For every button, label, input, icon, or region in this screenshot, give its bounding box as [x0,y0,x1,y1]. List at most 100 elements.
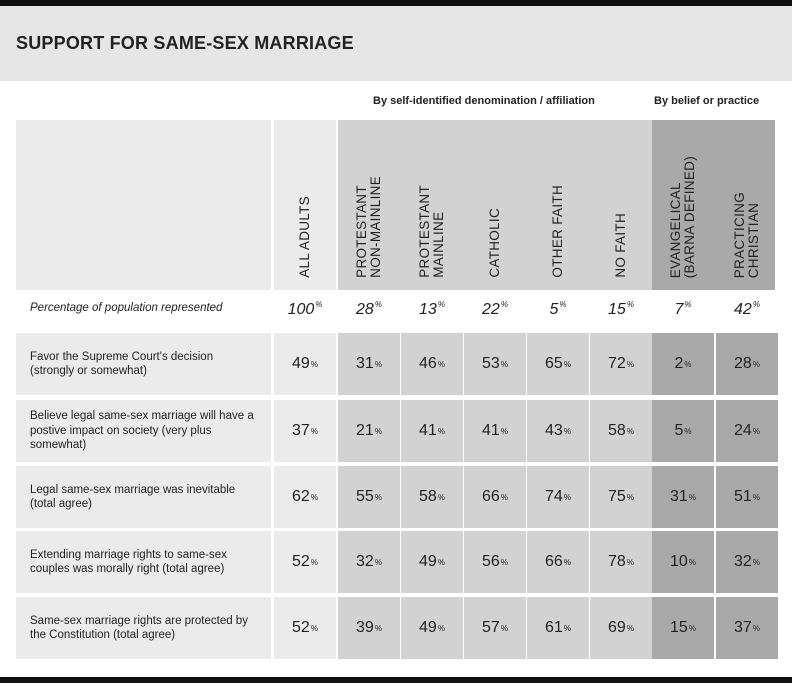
cell-value: 49 [292,355,310,372]
percent-sign: % [626,492,634,502]
percent-sign: % [310,426,318,436]
percent-sign: % [626,359,634,369]
row-label: Extending marriage rights to same-sex co… [16,531,271,593]
population-number: 28 [356,301,374,318]
percent-sign: % [688,557,696,567]
data-cell: 32% [716,531,778,593]
cell-value: 72 [608,355,626,372]
data-cell: 32% [338,531,400,593]
column-header: PRACTICING CHRISTIAN [716,120,778,278]
data-cell: 56% [464,531,526,593]
data-cell: 58% [590,400,652,462]
data-cell: 49% [401,531,463,593]
cell-value: 43 [545,422,563,439]
cell-value: 52 [292,553,310,570]
percent-sign: % [500,492,508,502]
cell-value: 32 [356,553,374,570]
cell-value: 2 [674,355,684,372]
percent-sign: % [752,492,760,502]
percent-sign: % [684,359,692,369]
cell-value: 31 [670,488,688,505]
percent-sign: % [437,300,445,309]
percent-sign: % [500,426,508,436]
population-number: 5 [549,301,559,318]
cell-value: 46 [419,355,437,372]
percent-sign: % [374,623,382,633]
percent-sign: % [752,623,760,633]
cell-value: 58 [419,488,437,505]
cell-value: 69 [608,619,626,636]
column-header-label: PRACTICING CHRISTIAN [732,191,761,278]
cell-value: 75 [608,488,626,505]
cell-value: 53 [482,355,500,372]
cell-value: 15 [670,619,688,636]
percent-sign: % [626,300,634,309]
data-cell: 65% [527,333,589,395]
cell-value: 57 [482,619,500,636]
data-cell: 41% [401,400,463,462]
row-label: Same-sex marriage rights are protected b… [16,597,271,659]
column-header: PROTESTANT MAINLINE [401,120,463,278]
cell-value: 51 [734,488,752,505]
cell-value: 10 [670,553,688,570]
column-header: EVANGELICAL (BARNA DEFINED) [652,120,714,278]
row-label-text: Same-sex marriage rights are protected b… [30,614,248,642]
cell-value: 65 [545,355,563,372]
percent-sign: % [374,492,382,502]
data-cell: 37% [274,400,336,462]
percent-sign: % [752,359,760,369]
percent-sign: % [500,359,508,369]
percent-sign: % [684,300,692,309]
percent-sign: % [437,426,445,436]
percent-sign: % [310,492,318,502]
data-cell: 39% [338,597,400,659]
cell-value: 66 [545,553,563,570]
column-header-label: CATHOLIC [487,208,502,278]
population-value: 100% [274,300,336,319]
cell-value: 66 [482,488,500,505]
chart-title: SUPPORT FOR SAME-SEX MARRIAGE [16,33,354,53]
data-cell: 10% [652,531,714,593]
data-cell: 5% [652,400,714,462]
percent-sign: % [563,492,571,502]
percent-sign: % [500,557,508,567]
group-label-belief: By belief or practice [654,95,760,107]
percent-sign: % [500,300,508,309]
percent-sign: % [310,623,318,633]
column-header: ALL ADULTS [274,120,336,278]
percent-sign: % [374,359,382,369]
percent-sign: % [310,359,318,369]
percent-sign: % [626,426,634,436]
population-value: 28% [338,300,400,319]
population-value: 7% [652,300,714,319]
column-header-label: PROTESTANT MAINLINE [417,185,446,278]
top-border [0,0,792,6]
data-cell: 21% [338,400,400,462]
column-header-label: OTHER FAITH [550,185,565,278]
cell-value: 49 [419,553,437,570]
population-value: 22% [464,300,526,319]
population-value: 5% [527,300,589,319]
column-header-label: EVANGELICAL (BARNA DEFINED) [668,155,697,278]
data-cell: 75% [590,466,652,528]
data-cell: 51% [716,466,778,528]
data-cell: 69% [590,597,652,659]
data-cell: 52% [274,597,336,659]
column-header-label: ALL ADULTS [297,196,312,278]
percent-sign: % [310,557,318,567]
percent-sign: % [688,623,696,633]
data-cell: 31% [652,466,714,528]
population-number: 15 [608,301,626,318]
column-header: OTHER FAITH [527,120,589,278]
cell-value: 37 [734,619,752,636]
cell-value: 32 [734,553,752,570]
data-cell: 49% [401,597,463,659]
data-cell: 57% [464,597,526,659]
header-bg-denomination [338,120,652,290]
row-label: Favor the Supreme Court's decision (stro… [16,333,271,395]
data-cell: 49% [274,333,336,395]
cell-value: 39 [356,619,374,636]
data-cell: 62% [274,466,336,528]
data-cell: 58% [401,466,463,528]
cell-value: 61 [545,619,563,636]
